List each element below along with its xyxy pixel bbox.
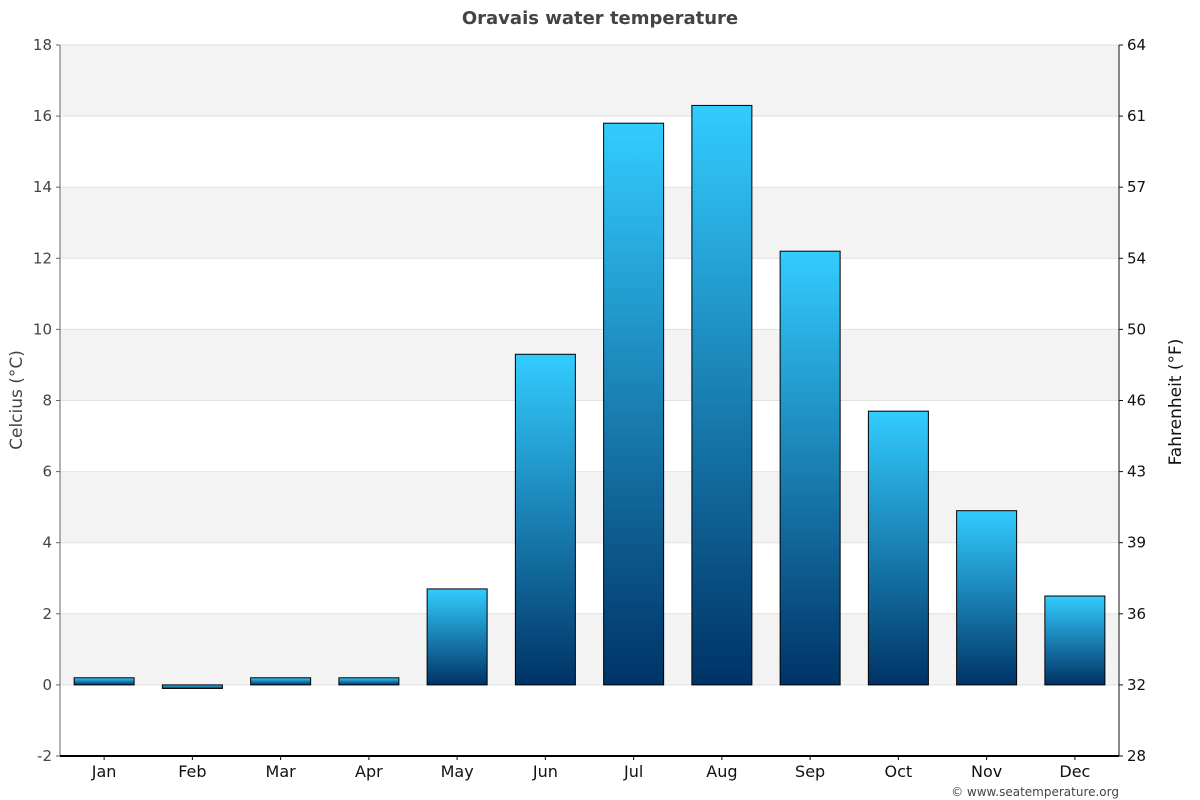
- bar-mar: [250, 677, 312, 686]
- bar-nov: [956, 510, 1018, 686]
- bar-dec: [1044, 595, 1106, 686]
- grid-band: [60, 45, 1119, 117]
- grid-bands: [60, 44, 1119, 686]
- credit-text: © www.seatemperature.org: [951, 785, 1119, 799]
- y-axis-label-left: Celcius (°C): [7, 350, 27, 450]
- x-tick-label: Jul: [623, 762, 643, 781]
- y-tick-label-right: 57: [1127, 178, 1146, 196]
- y-tick-label-right: 36: [1127, 605, 1146, 623]
- y-tick-label-right: 28: [1127, 747, 1146, 765]
- bar-feb: [161, 684, 223, 689]
- x-tick-label: Sep: [795, 762, 825, 781]
- bars: [73, 104, 1106, 689]
- x-tick-label: Dec: [1059, 762, 1090, 781]
- x-tick-label: May: [441, 762, 474, 781]
- bar-may: [426, 588, 488, 686]
- grid-band: [60, 187, 1119, 259]
- x-tick-label: Mar: [266, 762, 297, 781]
- grid-band: [60, 613, 1119, 685]
- y-tick-label-left: 2: [42, 605, 52, 623]
- y-tick-label-left: 0: [42, 676, 52, 694]
- x-tick-label: Jan: [91, 762, 117, 781]
- y-tick-label-right: 61: [1127, 107, 1146, 125]
- y-tick-label-left: -2: [37, 747, 52, 765]
- grid-band: [60, 329, 1119, 401]
- y-tick-label-left: 18: [33, 36, 52, 54]
- y-tick-label-left: 12: [33, 249, 52, 267]
- y-tick-label-left: 10: [33, 320, 52, 338]
- bar-apr: [338, 677, 400, 686]
- labels: Oravais water temperature Celcius (°C) F…: [7, 8, 1186, 799]
- bar-jul: [603, 122, 665, 686]
- x-tick-label: Oct: [885, 762, 913, 781]
- y-tick-label-left: 14: [33, 178, 52, 196]
- bar-jun: [514, 353, 576, 686]
- chart-title: Oravais water temperature: [462, 8, 738, 29]
- y-tick-label-left: 8: [42, 392, 52, 410]
- y-tick-label-left: 4: [42, 534, 52, 552]
- y-tick-label-right: 54: [1127, 249, 1146, 267]
- x-tick-label: Apr: [355, 762, 383, 781]
- grid-band: [60, 471, 1119, 543]
- y-tick-label-right: 46: [1127, 392, 1146, 410]
- axes: 181614121086420-26461575450464339363228J…: [33, 36, 1146, 781]
- bar-oct: [867, 410, 929, 686]
- x-tick-label: Jun: [532, 762, 558, 781]
- y-tick-label-right: 50: [1127, 320, 1146, 338]
- y-tick-label-left: 16: [33, 107, 52, 125]
- y-tick-label-right: 43: [1127, 463, 1146, 481]
- y-tick-label-right: 39: [1127, 534, 1146, 552]
- x-tick-label: Feb: [178, 762, 206, 781]
- y-tick-label-left: 6: [42, 463, 52, 481]
- bar-sep: [779, 250, 841, 686]
- bar-jan: [73, 677, 135, 686]
- x-tick-label: Aug: [706, 762, 737, 781]
- bar-aug: [691, 104, 753, 686]
- y-tick-label-right: 32: [1127, 676, 1146, 694]
- y-tick-label-right: 64: [1127, 36, 1146, 54]
- y-axis-label-right: Fahrenheit (°F): [1166, 339, 1186, 466]
- x-tick-label: Nov: [971, 762, 1002, 781]
